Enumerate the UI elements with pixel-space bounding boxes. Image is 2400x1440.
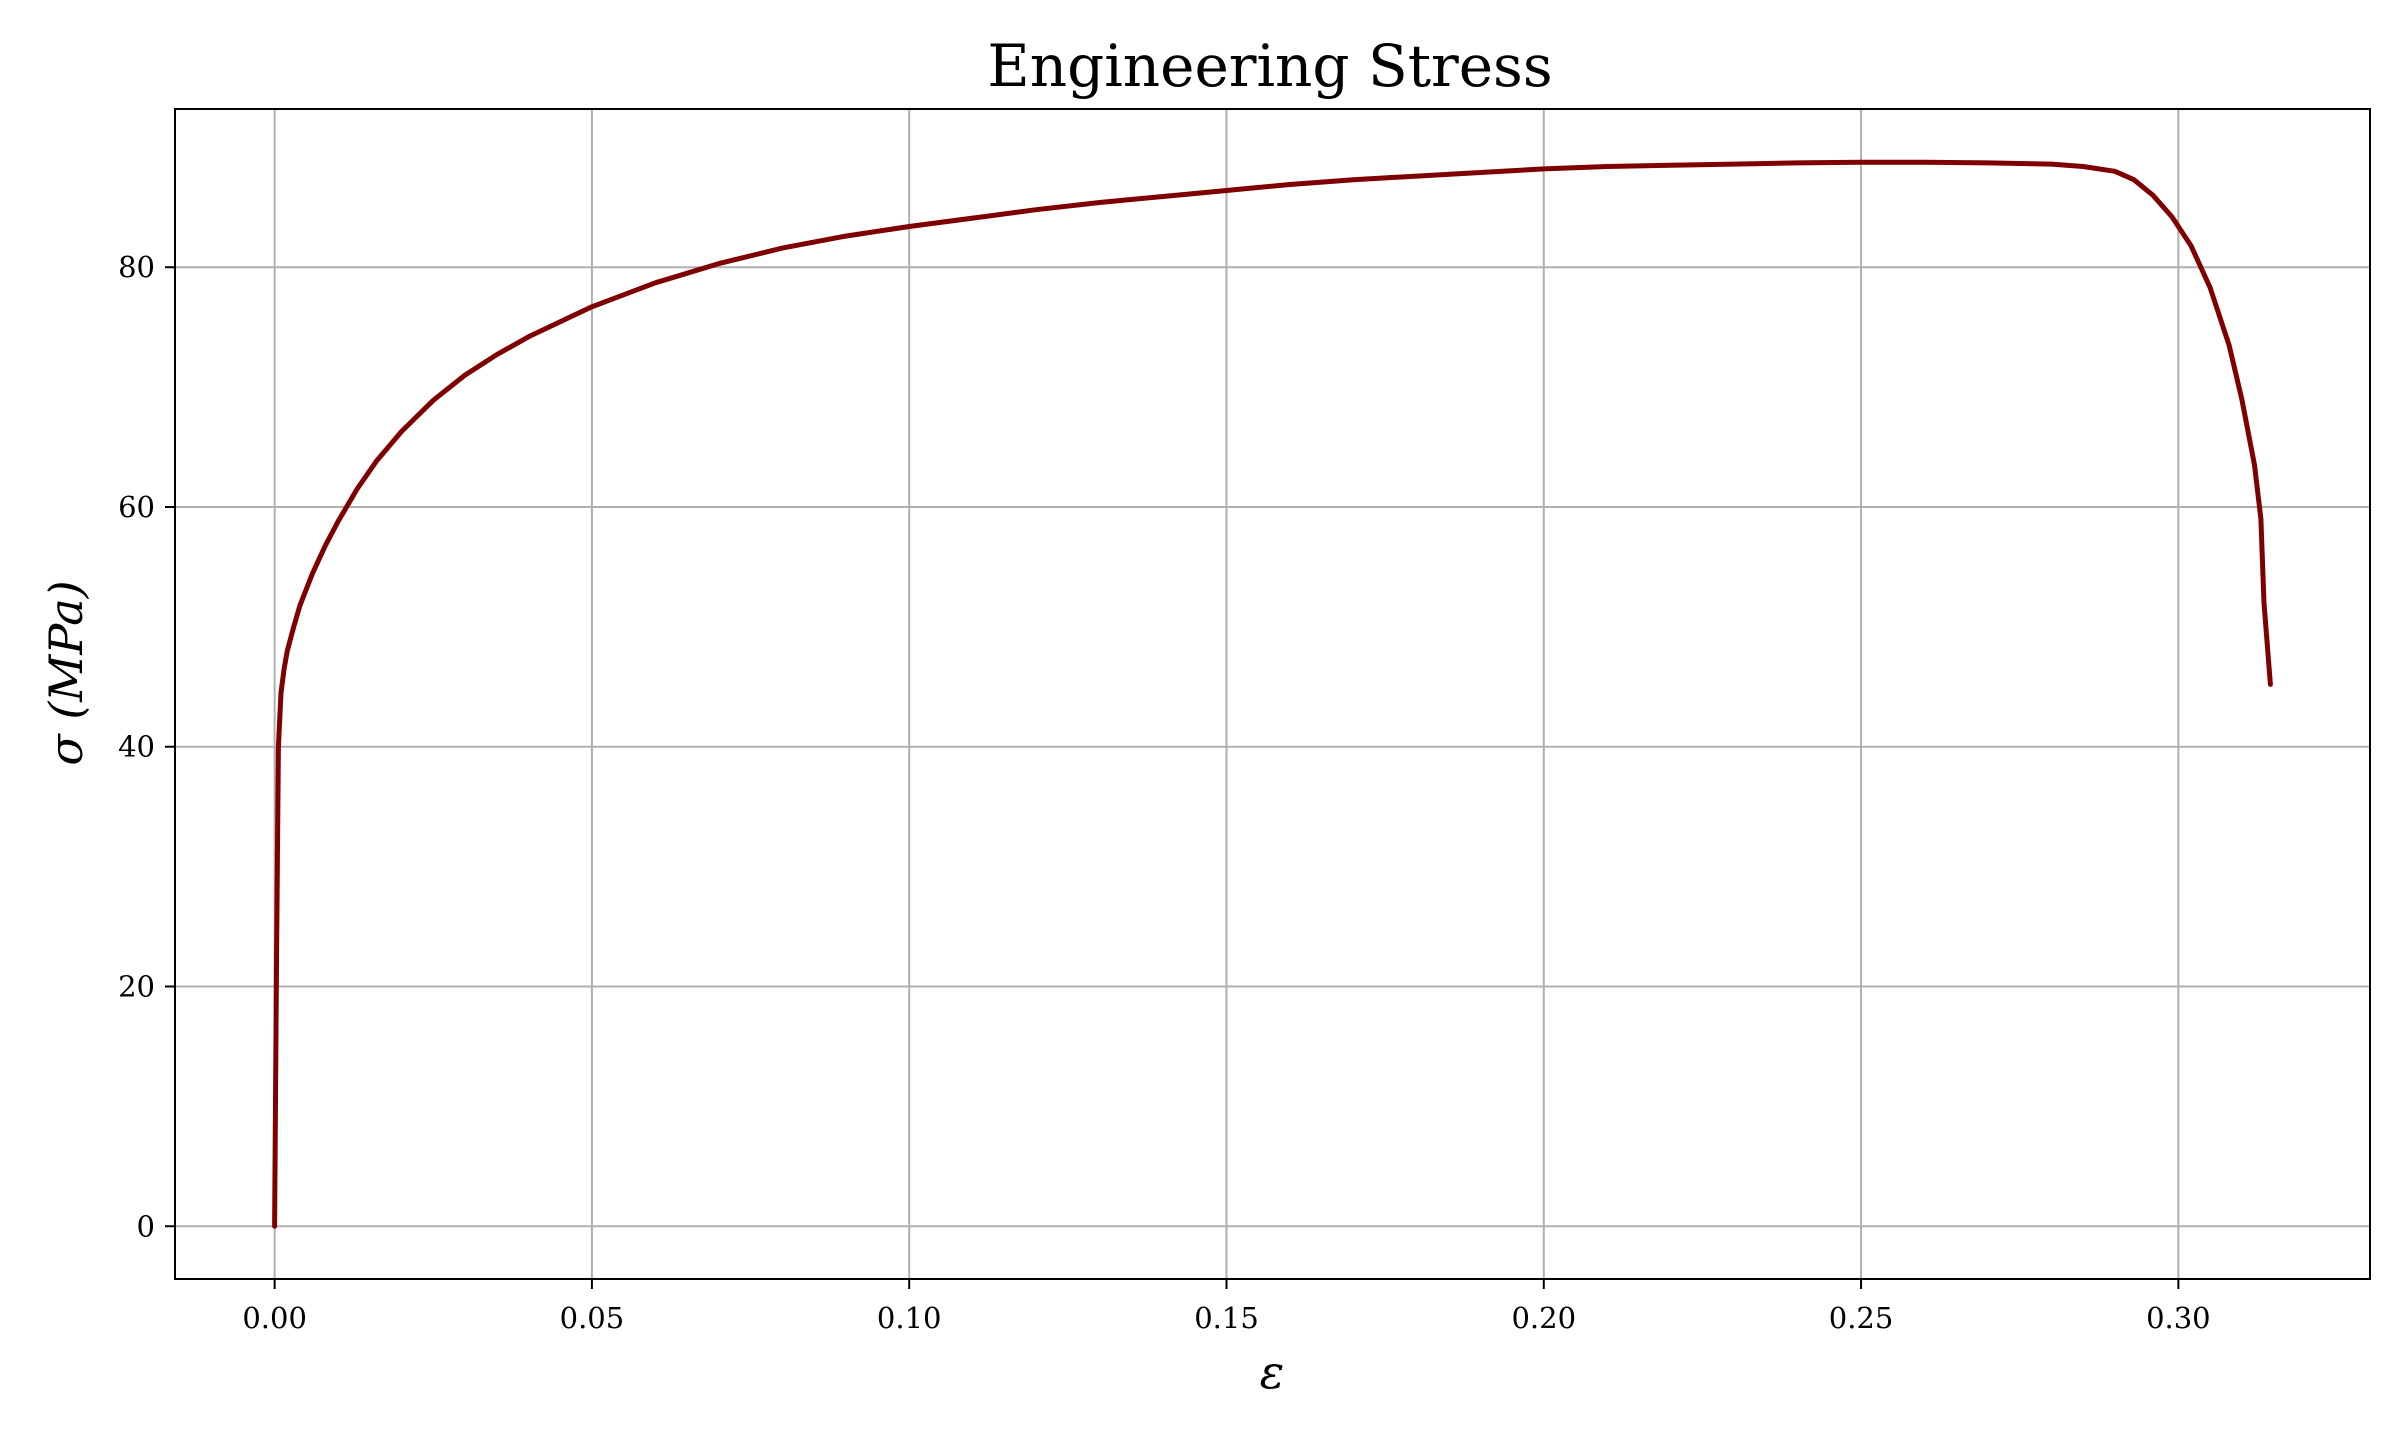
x-tick-label: 0.30 [2146, 1301, 2211, 1335]
x-tick-label: 0.20 [1511, 1301, 1576, 1335]
y-tick-label: 80 [118, 250, 155, 284]
y-tick-label: 0 [137, 1209, 155, 1243]
y-tick-label: 20 [118, 970, 155, 1004]
chart-title: Engineering Stress [987, 32, 1552, 100]
stress-strain-line [272, 159, 2273, 1229]
plot-frame [174, 108, 2371, 1280]
x-tick-label: 0.25 [1829, 1301, 1894, 1335]
y-tick-label: 40 [118, 730, 155, 764]
series-group [272, 159, 2273, 1229]
x-axis-label: ε [1260, 1345, 1285, 1399]
x-tick-label: 0.10 [877, 1301, 942, 1335]
ticks: 0.00 0.05 0.10 0.15 0.20 0.25 0.30 0 20 40 60 80 [118, 250, 2211, 1335]
grid [175, 109, 2370, 1279]
y-tick-label: 60 [118, 490, 155, 524]
y-axis-label: σ (MPa) [39, 580, 93, 765]
x-tick-label: 0.15 [1194, 1301, 1259, 1335]
x-tick-label: 0.05 [560, 1301, 625, 1335]
x-tick-label: 0.00 [242, 1301, 307, 1335]
